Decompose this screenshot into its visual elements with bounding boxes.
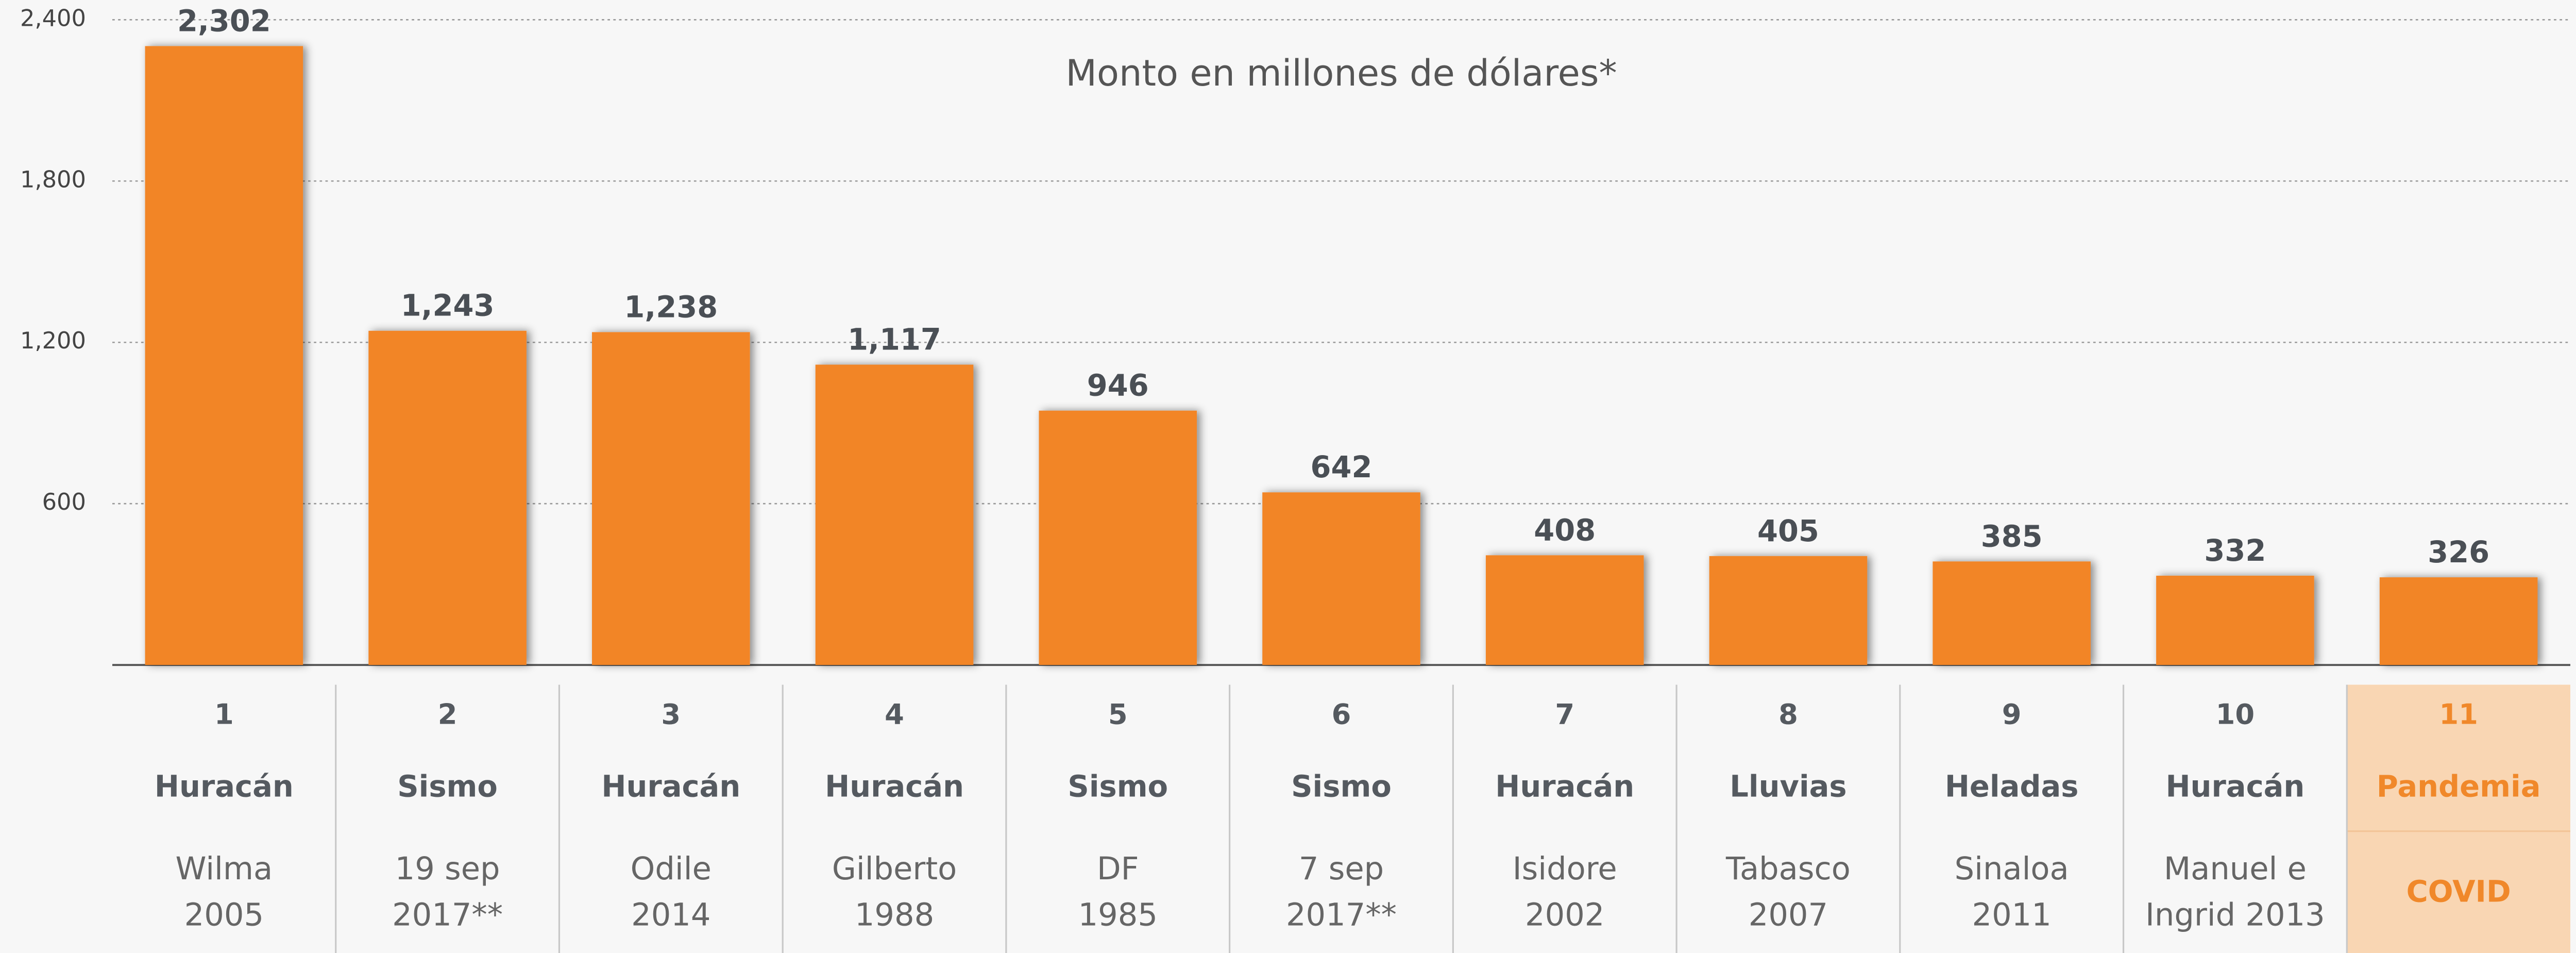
rank-label: 9: [2002, 698, 2022, 730]
highlight-cell: [2347, 684, 2570, 953]
bar: [1262, 492, 1420, 665]
event-label: Isidore: [1513, 851, 1617, 887]
kind-label: Huracán: [825, 769, 964, 804]
rank-label: 4: [885, 698, 904, 730]
y-tick-label: 2,400: [20, 5, 86, 31]
value-label: 326: [2428, 535, 2489, 570]
value-label: 332: [2204, 533, 2266, 568]
value-label: 946: [1087, 369, 1149, 403]
rank-label: 2: [438, 698, 457, 730]
rank-label: 11: [2439, 698, 2478, 730]
chart-subtitle: Monto en millones de dólares*: [1065, 52, 1617, 94]
event-label: 19 sep: [395, 851, 500, 887]
value-label: 642: [1311, 450, 1372, 484]
bar: [1485, 555, 1644, 665]
rank-label: 7: [1555, 698, 1574, 730]
event-label: 2011: [1972, 897, 2051, 933]
kind-label: Huracán: [2165, 769, 2304, 804]
event-label: 1988: [855, 897, 934, 933]
y-tick-label: 1,200: [20, 327, 86, 354]
bar: [368, 330, 527, 665]
kind-label: Huracán: [601, 769, 740, 804]
rank-label: 6: [1332, 698, 1351, 730]
event-label: Odile: [631, 851, 711, 887]
y-tick-label: 600: [42, 489, 86, 515]
kind-label: Pandemia: [2377, 769, 2541, 804]
value-label: 405: [1757, 514, 1819, 548]
event-label: Ingrid 2013: [2145, 897, 2325, 933]
event-label: 2017**: [392, 897, 503, 933]
event-label: 7 sep: [1299, 851, 1384, 887]
rank-label: 5: [1108, 698, 1128, 730]
kind-label: Heladas: [1945, 769, 2079, 804]
rank-label: 3: [661, 698, 681, 730]
bar: [1709, 556, 1868, 665]
rank-label: 8: [1778, 698, 1798, 730]
kind-label: Huracán: [155, 769, 294, 804]
value-label: 2,302: [177, 4, 271, 38]
bar: [1039, 410, 1197, 665]
bar: [2379, 577, 2538, 665]
event-label: COVID: [2406, 875, 2511, 909]
kind-label: Sismo: [1067, 769, 1168, 804]
kind-label: Sismo: [1291, 769, 1392, 804]
event-label: Manuel e: [2164, 851, 2307, 887]
event-label: DF: [1097, 851, 1139, 887]
event-label: 2014: [631, 897, 710, 933]
value-label: 1,117: [848, 322, 941, 357]
event-label: 2005: [184, 897, 264, 933]
kind-label: Lluvias: [1730, 769, 1846, 804]
event-label: 1985: [1078, 897, 1158, 933]
value-label: 1,243: [401, 289, 495, 323]
value-label: 1,238: [624, 290, 718, 324]
bar: [815, 364, 974, 665]
value-label: 385: [1981, 519, 2043, 554]
rank-label: 10: [2216, 698, 2255, 730]
rank-label: 1: [214, 698, 234, 730]
event-label: Gilberto: [832, 851, 957, 887]
kind-label: Huracán: [1495, 769, 1634, 804]
y-tick-label: 1,800: [20, 166, 86, 193]
bar: [592, 332, 750, 665]
event-label: Sinaloa: [1955, 851, 2069, 887]
value-label: 408: [1534, 513, 1596, 547]
event-label: 2017**: [1286, 897, 1397, 933]
bar: [2156, 575, 2314, 665]
event-label: 2007: [1749, 897, 1828, 933]
bar: [1933, 561, 2091, 665]
bar: [145, 46, 303, 665]
event-label: Wilma: [176, 851, 273, 887]
kind-label: Sismo: [397, 769, 498, 804]
event-label: Tabasco: [1725, 851, 1851, 887]
event-label: 2002: [1525, 897, 1604, 933]
